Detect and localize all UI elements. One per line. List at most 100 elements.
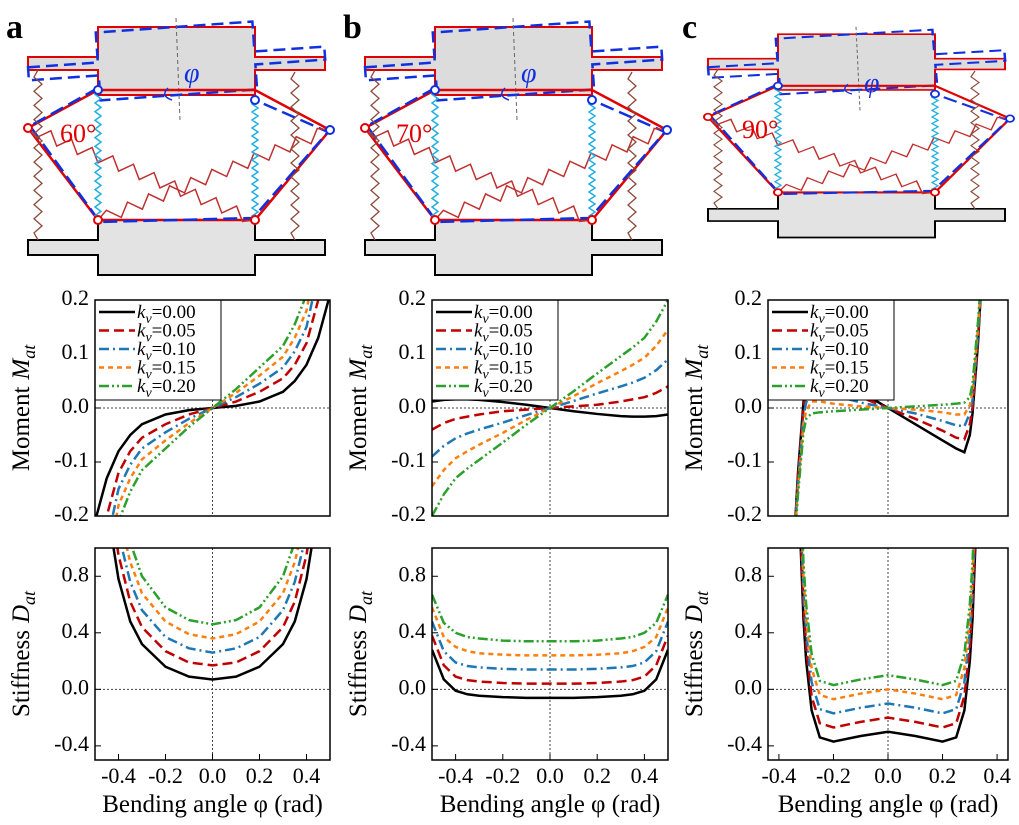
y-tick-label: -0.4 <box>727 731 762 756</box>
plot: -0.4 0.0 0.4 0.8 -0.4 -0.2 0.0 0.2 0.4 Stiffness D… <box>345 547 669 818</box>
y-tick-label: 0.1 <box>399 339 427 364</box>
series-line <box>432 594 668 643</box>
y-label-part: D <box>345 605 372 624</box>
y-tick-label: 0.4 <box>735 618 763 643</box>
plot: -0.2-0.10.00.10.2kv=0.00kv=0.05kv=0.10kv… <box>8 285 331 526</box>
legend-label: kv=0.20 <box>137 376 196 401</box>
y-label-part: Moment <box>8 387 35 472</box>
legend-label: kv=0.00 <box>810 302 869 327</box>
x-axis-label: Bending angle φ (rad) <box>102 791 323 818</box>
panel-label: c <box>682 9 697 46</box>
series-line <box>119 300 306 516</box>
x-tick-label: 0.4 <box>631 763 659 788</box>
series-line <box>432 328 668 488</box>
plot-frame <box>431 299 669 517</box>
series-line <box>432 621 668 671</box>
series-line <box>432 635 668 685</box>
phi-label: φ <box>184 58 200 89</box>
y-tick-label: -0.1 <box>727 447 762 472</box>
legend-label: kv=0.05 <box>137 321 196 346</box>
series-line <box>800 548 976 715</box>
x-tick-label: -0.2 <box>816 763 851 788</box>
plot: -0.2-0.10.00.10.2kv=0.00kv=0.05kv=0.10kv… <box>681 285 1009 526</box>
plot-frame <box>767 299 1009 517</box>
y-label-part: M <box>681 358 708 381</box>
series-line <box>125 548 300 640</box>
legend-label: kv=0.20 <box>810 376 869 401</box>
legend-label: kv=0.10 <box>137 339 196 364</box>
legend-label: kv=0.10 <box>474 339 533 364</box>
y-tick-label: -0.2 <box>727 501 762 526</box>
series-line <box>120 548 305 654</box>
series-line <box>112 548 313 681</box>
y-tick-label: 0.0 <box>62 393 90 418</box>
y-axis-label: Stiffness Dat <box>681 590 712 717</box>
y-label-part: Stiffness <box>8 630 35 717</box>
plot-frame <box>767 547 1009 761</box>
y-label-part: M <box>345 358 372 381</box>
y-tick-label: 0.0 <box>62 674 90 699</box>
y-label-part: M <box>8 358 35 381</box>
y-tick-label: 0.4 <box>62 618 90 643</box>
y-axis-label: Stiffness Dat <box>8 590 39 717</box>
x-tick-label: -0.4 <box>438 763 473 788</box>
x-tick-label: 0.0 <box>536 763 564 788</box>
y-label-part: at <box>692 344 712 359</box>
y-tick-label: 0.0 <box>399 393 427 418</box>
x-tick-label: 0.2 <box>929 763 957 788</box>
y-label-part: at <box>19 344 39 359</box>
x-axis-label: Bending angle φ (rad) <box>440 791 661 818</box>
phi-label: φ <box>864 68 880 99</box>
y-label-part: Moment <box>345 387 372 472</box>
legend-label: kv=0.15 <box>810 358 869 383</box>
y-tick-label: 0.1 <box>62 339 90 364</box>
x-axis-label: Bending angle φ (rad) <box>778 791 999 818</box>
plot-frame <box>94 547 331 761</box>
y-tick-label: 0.8 <box>735 561 763 586</box>
y-tick-label: 0.0 <box>735 393 763 418</box>
y-tick-label: 0.0 <box>399 674 427 699</box>
x-tick-label: -0.2 <box>148 763 183 788</box>
x-tick-label: 0.0 <box>874 763 902 788</box>
angle-label: 60° <box>60 119 96 148</box>
y-tick-label: 0.1 <box>735 339 763 364</box>
x-tick-label: 0.2 <box>246 763 274 788</box>
y-label-part: D <box>681 605 708 624</box>
y-tick-label: 0.0 <box>735 674 763 699</box>
plot: -0.4 0.0 0.4 0.8 -0.4 -0.2 0.0 0.2 0.4 Stiffness D… <box>681 547 1011 818</box>
y-tick-label: -0.1 <box>54 447 89 472</box>
plot-frame <box>94 299 331 517</box>
y-axis-label: Moment Mat <box>681 344 712 472</box>
y-label-part: Stiffness <box>345 630 372 717</box>
y-axis-label: Moment Mat <box>8 344 39 472</box>
panel-label: a <box>6 9 23 46</box>
y-tick-label: 0.8 <box>399 561 427 586</box>
y-tick-label: 0.2 <box>399 285 427 310</box>
legend-box <box>431 299 559 401</box>
plot: -0.2-0.10.00.10.2kv=0.00kv=0.05kv=0.10kv… <box>345 285 669 526</box>
y-tick-label: -0.2 <box>391 501 426 526</box>
y-label-part: Moment <box>681 387 708 472</box>
legend-label: kv=0.15 <box>474 358 533 383</box>
legend-label: kv=0.00 <box>137 302 196 327</box>
y-axis-label: Stiffness Dat <box>345 590 376 717</box>
phi-label: φ <box>521 58 537 89</box>
series-line <box>116 548 309 667</box>
y-label-part: at <box>19 590 39 605</box>
y-tick-label: -0.2 <box>54 501 89 526</box>
legend-label: kv=0.10 <box>810 339 869 364</box>
plot-frame <box>431 547 669 761</box>
y-tick-label: -0.4 <box>391 731 426 756</box>
series-line <box>432 649 668 700</box>
y-tick-label: -0.4 <box>54 731 89 756</box>
legend-label: kv=0.15 <box>137 358 196 383</box>
angle-label: 90° <box>742 115 778 144</box>
series-line <box>130 548 295 626</box>
x-tick-label: 0.0 <box>199 763 227 788</box>
angle-label: 70° <box>396 119 432 148</box>
legend-box <box>767 299 895 401</box>
series-line <box>801 548 975 687</box>
